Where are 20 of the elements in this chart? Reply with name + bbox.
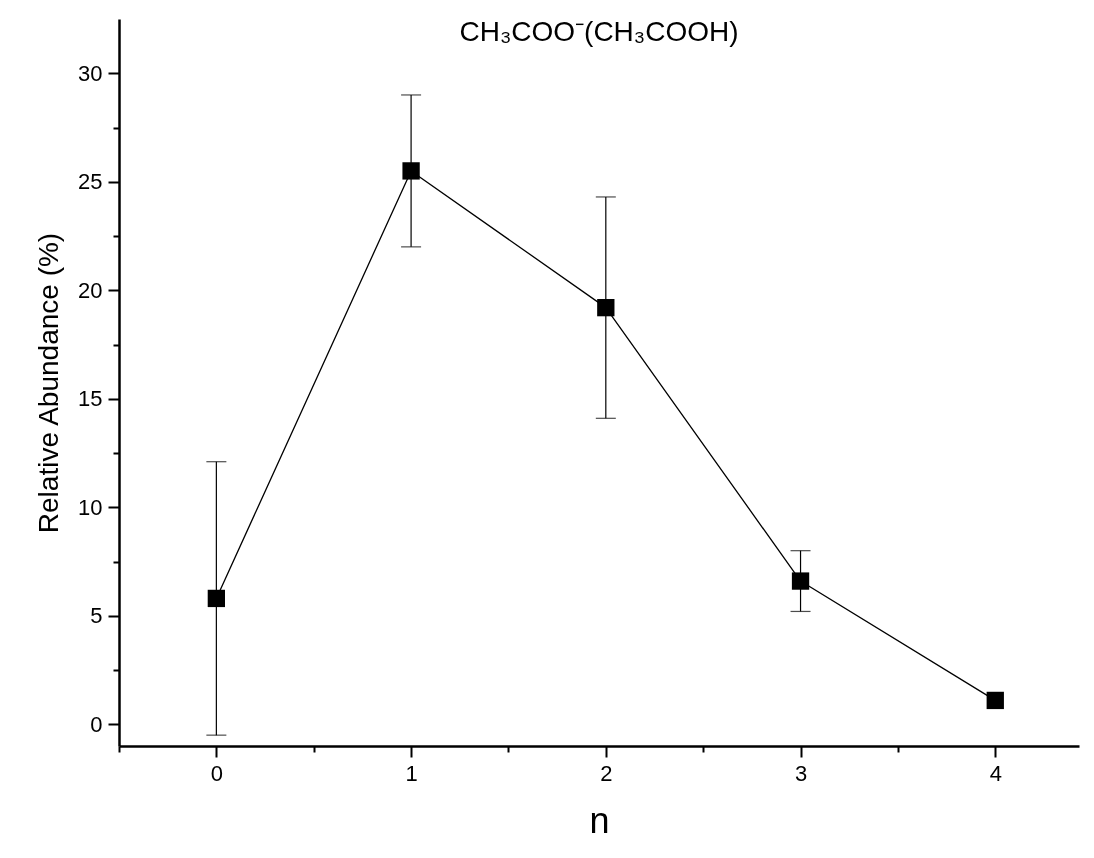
y-tick-label: 0: [90, 711, 103, 737]
x-axis-title: n: [589, 799, 610, 841]
y-tick-label: 25: [78, 169, 103, 195]
y-tick-label: 5: [90, 603, 103, 629]
point: [986, 691, 1004, 710]
y-axis-title: Relative Abundance (%): [33, 232, 65, 534]
x-tick-label: 4: [989, 760, 1002, 786]
x-tick-label: 1: [405, 760, 418, 786]
point: [791, 572, 810, 590]
y-tick-label: 20: [78, 277, 103, 303]
y-tick-label: 10: [78, 494, 103, 520]
point: [207, 589, 226, 608]
x-tick-label: 3: [794, 760, 808, 786]
point: [402, 162, 420, 180]
x-tick-label: 0: [210, 760, 223, 786]
x-tick-label: 2: [600, 760, 613, 786]
y-tick-label: 30: [78, 60, 103, 86]
chart-title: CH₃COO⁻(CH₃COOH): [459, 16, 739, 47]
point: [597, 298, 615, 317]
y-tick-label: 15: [78, 386, 103, 412]
